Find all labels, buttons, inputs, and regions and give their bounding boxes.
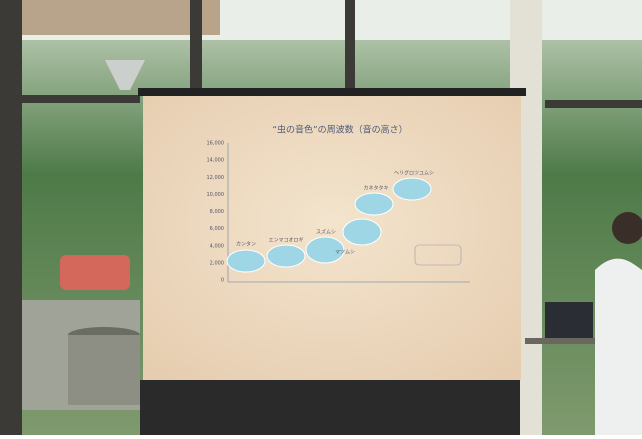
y-tick-label: 12,000 xyxy=(207,175,225,181)
table xyxy=(525,338,625,344)
insect-bubble xyxy=(342,218,382,246)
insect-bubble xyxy=(354,192,394,216)
y-tick-label: 2,000 xyxy=(210,260,224,266)
insect-label: マツムシ xyxy=(335,250,355,256)
y-tick-label: 6,000 xyxy=(210,226,224,232)
slide-title: “虫の音色”の周波数（音の高さ） xyxy=(272,124,407,136)
insect-label: スズムシ xyxy=(316,229,336,236)
screen-top xyxy=(138,88,526,96)
insect-bubble xyxy=(266,244,306,268)
y-tick-label: 4,000 xyxy=(210,243,224,249)
fountain-base xyxy=(68,335,140,405)
insect-label: カンタン xyxy=(236,241,256,248)
lamp xyxy=(105,60,145,90)
window-frame xyxy=(0,95,140,103)
insect-bubble xyxy=(392,177,432,201)
laptop xyxy=(545,302,593,340)
y-tick-label: 10,000 xyxy=(207,192,225,198)
car xyxy=(60,255,130,290)
ceiling xyxy=(0,0,220,35)
window-frame xyxy=(345,0,355,95)
insect-label: カネタタキ xyxy=(363,185,388,192)
window-frame xyxy=(190,0,202,95)
window-frame xyxy=(545,100,642,108)
note-box xyxy=(414,244,462,266)
y-tick-label: 14,000 xyxy=(207,158,225,164)
insect-bubble xyxy=(305,236,345,264)
y-tick-label: 16,000 xyxy=(207,141,225,147)
y-tick-label: 0 xyxy=(221,278,224,284)
y-tick-label: 8,000 xyxy=(210,209,224,215)
window-frame xyxy=(0,0,22,435)
insect-label: エンマコオロギ xyxy=(268,238,303,244)
insect-bubble xyxy=(226,249,266,273)
screen-base xyxy=(140,380,520,435)
person xyxy=(595,258,642,435)
person-head xyxy=(612,212,642,244)
insect-label: ヘリグロツユムシ xyxy=(394,170,434,177)
